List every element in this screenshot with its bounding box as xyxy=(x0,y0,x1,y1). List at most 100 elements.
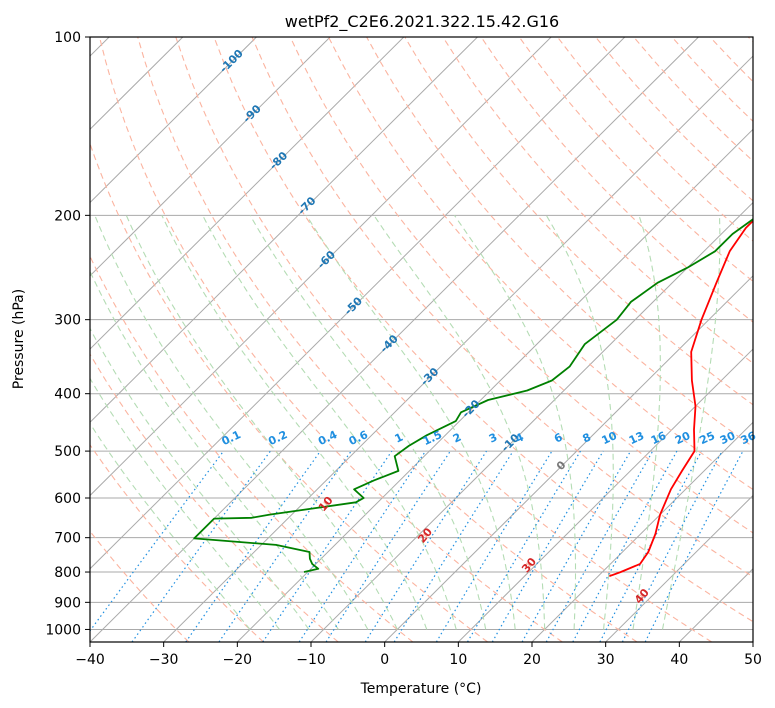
mixing-ratio-line xyxy=(298,450,427,642)
dry-adiabat-line xyxy=(251,37,753,578)
profile-lines xyxy=(193,218,753,578)
mixing-ratio-label: 3 xyxy=(487,431,499,446)
mixing-ratio-label: 8 xyxy=(581,431,593,446)
dry-adiabat-line xyxy=(90,530,190,642)
dry-adiabat-line xyxy=(289,37,753,534)
dewpoint-profile-line xyxy=(193,218,753,573)
mixing-ratio-label: 0.4 xyxy=(316,428,339,448)
mixing-ratio-line xyxy=(262,450,393,642)
moist-adiabat-line xyxy=(545,215,614,630)
isotherm-line xyxy=(531,421,753,642)
mixing-ratio-line xyxy=(393,450,514,642)
mixing-ratio-label: 36 xyxy=(739,429,759,447)
mixing-ratio-label: 16 xyxy=(649,429,669,447)
dry-adiabat-line xyxy=(709,37,753,83)
line-labels: -100-90-80-70-60-50-40-30-20-10010203040… xyxy=(217,47,758,607)
dry-adiabat-line xyxy=(98,37,563,642)
axes: −40 −30 −20 −10 0 10 20 30 40 5010020030040050060… xyxy=(45,30,762,668)
dry-adiabat-line xyxy=(633,37,753,162)
isotherm-line xyxy=(605,494,753,642)
mixing-ratio-label: 0.2 xyxy=(266,428,289,448)
mixing-ratio-label: 10 xyxy=(600,429,620,447)
mixing-ratio-label: 1.5 xyxy=(421,428,444,448)
mixing-ratio-line xyxy=(491,450,604,642)
x-axis-label: Temperature (°C) xyxy=(360,681,482,697)
dry-adiabat-line xyxy=(671,37,753,123)
dry-adiabat-line xyxy=(175,37,712,642)
moist-adiabat-line xyxy=(125,215,398,630)
y-tick-label: 900 xyxy=(54,595,81,611)
y-tick-label: 200 xyxy=(54,208,81,224)
mixing-ratio-label: 25 xyxy=(698,429,717,447)
isotherm-label: -100 xyxy=(217,47,246,76)
moist-adiabat-line xyxy=(661,215,721,630)
dry-adiabat-line xyxy=(328,37,753,491)
plot-frame xyxy=(89,36,754,643)
x-tick-label: 30 xyxy=(597,652,615,668)
x-tick-label: 0 xyxy=(380,652,389,668)
dry-adiabat-line xyxy=(518,37,753,283)
mixing-ratio-line xyxy=(599,450,703,642)
isotherm-line xyxy=(457,348,753,642)
moist-adiabat-line xyxy=(90,327,310,630)
mixing-ratio-line xyxy=(466,450,582,642)
mixing-ratio-line xyxy=(131,450,271,642)
mixing-ratio-line xyxy=(644,450,744,642)
isotherm-line xyxy=(90,37,405,350)
mixing-ratio-line xyxy=(325,450,451,642)
x-tick-label: 10 xyxy=(449,652,467,668)
moist-adiabat-line xyxy=(305,215,516,630)
mixing-ratio-label: 20 xyxy=(673,429,693,447)
y-tick-label: 1000 xyxy=(45,622,81,638)
moist-adiabat-line xyxy=(161,215,428,630)
moist-adiabat-line xyxy=(632,215,661,630)
isotherm-line xyxy=(678,568,753,642)
mixing-ratio-label: 6 xyxy=(552,430,565,445)
dry-adiabat-line xyxy=(137,37,638,642)
temperature-profile-line xyxy=(608,219,753,578)
y-axis-label: Pressure (hPa) xyxy=(11,289,27,389)
isotherm-line xyxy=(163,55,753,642)
dry-adiabat-line xyxy=(213,37,753,623)
mixing-ratio-line xyxy=(572,450,678,642)
isotherm-line xyxy=(752,641,753,642)
x-tick-label: −10 xyxy=(296,652,326,668)
moist-adiabat-line xyxy=(202,215,457,630)
chart-title: wetPf2_C2E6.2021.322.15.42.G16 xyxy=(285,12,559,32)
x-tick-label: 50 xyxy=(744,652,762,668)
moist-adiabat-line xyxy=(94,215,369,630)
mixing-ratio-label: 1 xyxy=(393,431,405,446)
mixing-ratio-line xyxy=(435,450,553,642)
dry-adiabat-label: 20 xyxy=(415,525,435,545)
x-tick-label: −30 xyxy=(149,652,179,668)
mixing-ratio-label: 13 xyxy=(627,429,646,447)
y-tick-label: 600 xyxy=(54,491,81,507)
mixing-ratio-label: 0.6 xyxy=(347,428,370,448)
isotherm-line xyxy=(236,128,753,642)
dry-adiabat-line xyxy=(90,254,414,642)
y-tick-label: 500 xyxy=(54,444,81,460)
x-tick-label: −20 xyxy=(223,652,253,668)
y-tick-label: 700 xyxy=(54,531,81,547)
mixing-ratio-line xyxy=(218,450,352,642)
moist-adiabat-line xyxy=(90,270,339,630)
mixing-ratio-line xyxy=(364,450,488,642)
isotherm-line xyxy=(90,37,699,642)
dry-adiabat-line xyxy=(595,37,753,202)
dry-adiabat-line xyxy=(747,37,753,43)
y-tick-label: 400 xyxy=(54,387,81,403)
moist-adiabat-line xyxy=(90,422,251,630)
mixing-ratio-label: 30 xyxy=(718,429,738,447)
mixing-ratio-line xyxy=(90,450,224,632)
y-tick-label: 100 xyxy=(54,30,81,46)
dry-adiabat-line xyxy=(480,37,753,323)
x-tick-label: 40 xyxy=(670,652,688,668)
dry-adiabat-line xyxy=(366,37,753,448)
isotherm-line xyxy=(384,275,753,642)
isotherm-line xyxy=(90,37,478,423)
moist-adiabat-line xyxy=(373,214,546,630)
isotherm-line xyxy=(90,37,331,277)
y-tick-label: 800 xyxy=(54,565,81,581)
x-tick-label: −40 xyxy=(75,652,105,668)
isotherm-line xyxy=(90,37,184,130)
